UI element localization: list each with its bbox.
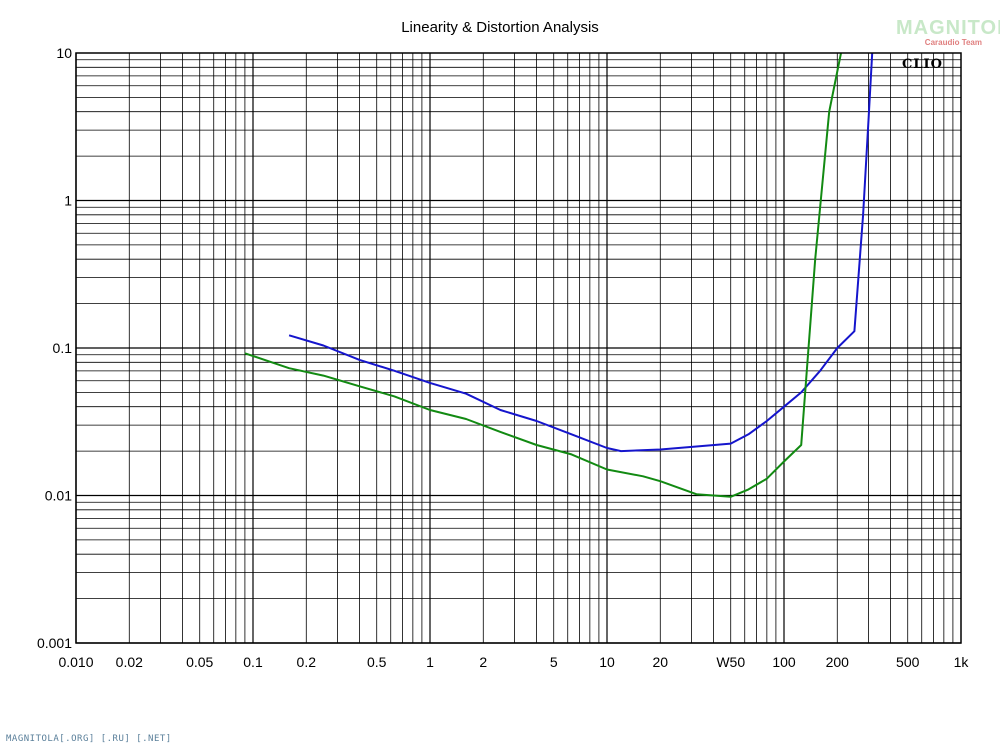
y-tick-label: 1 <box>64 193 72 209</box>
x-tick-label: 0.05 <box>186 654 213 670</box>
x-tick-label: 5 <box>550 654 558 670</box>
data-series <box>244 52 874 498</box>
y-tick-label: 10 <box>56 45 72 61</box>
clio-watermark: CLIO <box>902 57 943 72</box>
x-tick-label: 1 <box>426 654 434 670</box>
x-tick-label: 10 <box>599 654 615 670</box>
brand-logo-subtitle: Caraudio Team <box>924 38 982 47</box>
x-tick-label: 0.02 <box>116 654 143 670</box>
x-tick-label: 20 <box>652 654 668 670</box>
y-tick-label: 0.001 <box>37 635 72 651</box>
grid-lines <box>75 53 961 644</box>
x-tick-label: 0.1 <box>243 654 263 670</box>
x-tick-label: 200 <box>826 654 850 670</box>
y-tick-label: 0.1 <box>53 340 73 356</box>
brand-logo: MAGNITOLA Caraudio Team <box>896 17 1000 47</box>
x-tick-labels: 0.010 0.02 0.05 0.1 0.2 0.5 1 2 5 10 20 W50 100 200 50… <box>58 654 969 670</box>
x-tick-label: 0.2 <box>297 654 317 670</box>
x-tick-label: W50 <box>716 654 745 670</box>
y-tick-labels: 10 1 0.1 0.01 0.001 <box>37 45 72 651</box>
chart-title: Linearity & Distortion Analysis <box>401 19 599 36</box>
x-tick-label: 500 <box>896 654 920 670</box>
x-tick-label: 100 <box>772 654 796 670</box>
plot-frame <box>75 52 962 644</box>
series-line-1 <box>288 52 874 453</box>
x-tick-label: 0.010 <box>58 654 93 670</box>
x-tick-label: 0.5 <box>367 654 387 670</box>
series-line-2 <box>244 52 842 498</box>
brand-logo-name: MAGNITOLA <box>896 17 1000 39</box>
x-tick-label: 1k <box>954 654 970 670</box>
footer-text: MAGNITOLA[.ORG] [.RU] [.NET] <box>6 734 172 744</box>
x-tick-label: 2 <box>479 654 487 670</box>
y-tick-label: 0.01 <box>45 488 72 504</box>
